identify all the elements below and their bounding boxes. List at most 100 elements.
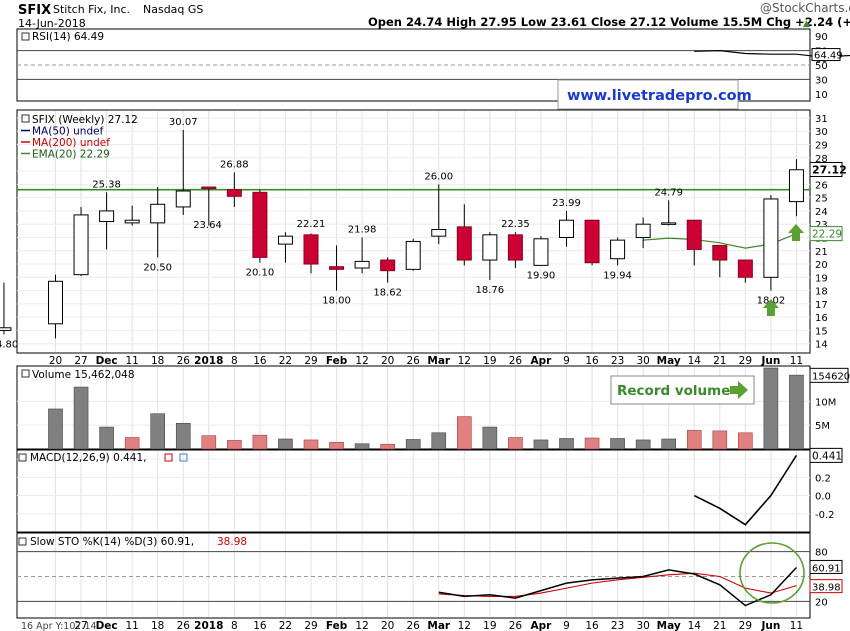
sto-k-value-box — [809, 559, 843, 574]
date-tick-label: 27 — [74, 355, 87, 367]
volume-tick-label: 10M — [815, 397, 836, 408]
price-tick-label: 21 — [815, 247, 828, 258]
bottom-date-tick-label: 12 — [458, 620, 471, 631]
price-legend-entry: SFIX (Weekly) 27.12 — [32, 114, 138, 126]
price-annotation: 22.21 — [297, 219, 326, 230]
candle-down — [712, 244, 728, 261]
price-tick-label: 18 — [815, 287, 828, 298]
price-annotation: 23.64 — [193, 220, 222, 231]
highlight-circle — [739, 542, 805, 604]
bottom-date-tick-label: 8 — [231, 620, 238, 631]
bottom-date-tick-label: 12 — [355, 620, 368, 631]
price-annotation: 20.50 — [143, 262, 172, 273]
price-legend-entry: EMA(20) 22.29 — [32, 149, 110, 161]
date-tick-label: Jun — [760, 355, 780, 367]
volume-bar — [124, 437, 140, 450]
date-tick-label: 22 — [279, 355, 292, 367]
up-arrow-icon — [788, 224, 804, 241]
date-tick-label: 16 — [253, 355, 267, 367]
volume-bar — [482, 426, 498, 450]
sto-d-label: 38.98 — [812, 583, 841, 594]
brand-logo: @StockCharts.com — [760, 1, 850, 15]
sto-tick-label: 20 — [815, 597, 828, 608]
bottom-date-tick-label: 18 — [151, 620, 164, 631]
price-tick-label: 23 — [815, 220, 828, 231]
price-tick-label: 25 — [815, 194, 828, 205]
candle-down — [737, 259, 753, 278]
bottom-date-tick-label: 29 — [739, 620, 752, 631]
volume-value-box — [809, 367, 849, 383]
record-volume-callout: Record volume — [610, 375, 755, 405]
price-annotation: 20.10 — [246, 268, 275, 279]
price-tick-label: 30 — [815, 127, 828, 138]
date-tick-label: 26 — [509, 355, 523, 367]
price-annotation: 30.07 — [169, 117, 198, 128]
candle-down — [303, 234, 319, 265]
price-tick-label: 24 — [815, 207, 828, 218]
date-tick-label: Apr — [531, 355, 553, 367]
candle-up — [0, 327, 12, 331]
bottom-date-tick-label: 9 — [563, 620, 570, 631]
price-annotation: 18.62 — [373, 288, 402, 299]
last-price-label: 27.12 — [812, 163, 847, 176]
date-tick-label: 20 — [381, 355, 394, 367]
price-annotation: 18.76 — [476, 285, 505, 296]
bottom-date-tick-label: 27 — [74, 620, 87, 631]
volume-bar — [712, 430, 728, 450]
price-legend-entry: MA(50) undef — [32, 126, 104, 138]
up-arrow-icon — [762, 299, 779, 316]
price-tick-label: 20 — [815, 260, 828, 271]
sto-legend-icon — [18, 537, 27, 546]
price-annotation: 24.79 — [654, 187, 683, 198]
macd-legend-icon — [18, 453, 27, 462]
volume-bar — [610, 438, 625, 450]
bottom-date-tick-label: Mar — [427, 620, 451, 631]
date-tick-label: Dec — [96, 355, 118, 367]
date-tick-label: 12 — [458, 355, 471, 367]
candle-up — [405, 240, 421, 270]
bottom-date-tick-label: May — [657, 620, 681, 631]
volume-last-label: 154620 — [812, 371, 850, 382]
price-tick-label: 17 — [815, 300, 828, 311]
sto-k-line — [438, 566, 797, 607]
date-tick-label: 9 — [563, 355, 570, 367]
volume-bar — [252, 434, 268, 450]
volume-panel: 10M 5M 154620 Volume 15,462,048 — [16, 365, 850, 450]
rsi-tick-label: 10 — [815, 90, 828, 101]
bottom-date-tick-label: 11 — [125, 620, 138, 631]
date-tick-label: 18 — [151, 355, 164, 367]
macd-tick-label: 0.2 — [815, 473, 831, 484]
price-annotation: 23.99 — [552, 198, 581, 209]
date-tick-label: 20 — [49, 355, 62, 367]
bottom-date-tick-label: 16 — [585, 620, 599, 631]
macd-legend: MACD(12,26,9) 0.441, — [30, 452, 146, 464]
date-tick-label: 29 — [739, 355, 752, 367]
bottom-date-tick-label: Dec — [96, 620, 118, 631]
bottom-date-tick-label: 14 — [688, 620, 702, 631]
volume-bar — [635, 439, 651, 450]
candle-up — [150, 203, 166, 224]
price-annotation: 18.00 — [322, 296, 351, 307]
volume-bar — [456, 416, 472, 450]
macd-histogram-swatch — [179, 453, 188, 462]
candle-up — [277, 235, 293, 245]
date-tick-label: 23 — [611, 355, 624, 367]
candle-up — [431, 229, 447, 237]
date-tick-label: 29 — [304, 355, 317, 367]
date-tick-label: 26 — [407, 355, 421, 367]
sto-tick-label: 80 — [815, 548, 828, 559]
volume-bar — [48, 408, 63, 450]
quote-arrow: ▲ — [803, 19, 810, 29]
volume-legend: Volume 15,462,048 — [32, 369, 135, 381]
right-arrow-icon — [730, 381, 748, 399]
bottom-date-tick-label: 2018 — [194, 620, 223, 631]
bottom-date-tick-label: 23 — [611, 620, 624, 631]
macd-last-label: 0.441 — [812, 450, 842, 462]
sto-k-label: 60.91 — [812, 563, 841, 574]
price-tick-label: 29 — [815, 141, 828, 152]
price-annotation: 19.94 — [603, 270, 632, 281]
price-tick-label: 14 — [815, 340, 828, 351]
macd-signal-swatch — [164, 453, 173, 462]
sto-legend: Slow STO %K(14) %D(3) 60.91, — [30, 536, 194, 548]
